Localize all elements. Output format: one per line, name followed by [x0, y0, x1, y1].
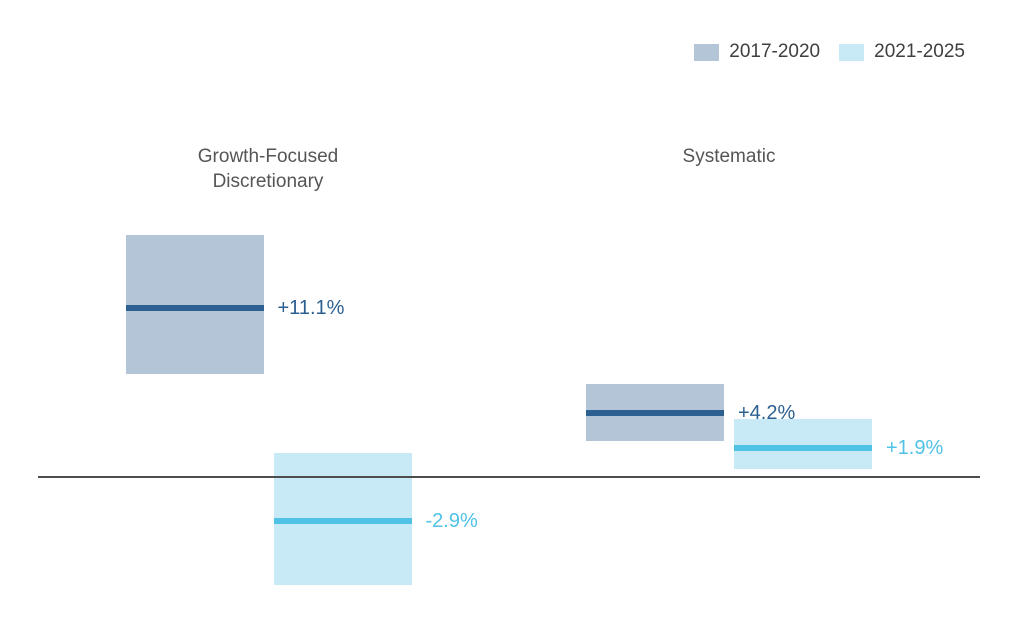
- mean-line-2021-2025-growth-focused-discretionary: [273, 518, 412, 525]
- value-label-2017-2020-growth-focused-discretionary: +11.1%: [277, 297, 345, 320]
- range-bar-2021-2025-systematic: [734, 419, 872, 470]
- legend: 2017-2020 2021-2025: [694, 41, 965, 63]
- zero-baseline-axis: [38, 476, 980, 478]
- category-label-systematic: Systematic: [682, 146, 776, 167]
- mean-line-2017-2020-growth-focused-discretionary: [125, 305, 264, 312]
- value-label-2021-2025-systematic: +1.9%: [886, 437, 944, 460]
- legend-item-2021-2025: 2021-2025: [839, 41, 965, 63]
- mean-line-2021-2025-systematic: [734, 445, 872, 452]
- value-label-2021-2025-growth-focused-discretionary: -2.9%: [425, 510, 478, 533]
- legend-item-2017-2020: 2017-2020: [694, 41, 820, 63]
- category-label-growth-focused-discretionary: Growth-Focused Discretionary: [197, 146, 339, 192]
- legend-label: 2021-2025: [874, 41, 965, 62]
- range-bar-2017-2020-systematic: [586, 384, 724, 441]
- legend-swatch-2017-2020: [694, 43, 720, 61]
- value-label-2017-2020-systematic: +4.2%: [738, 402, 796, 425]
- legend-swatch-2021-2025: [839, 43, 865, 61]
- legend-label: 2017-2020: [729, 41, 821, 62]
- range-bar-2017-2020-growth-focused-discretionary: [125, 235, 264, 374]
- mean-line-2017-2020-systematic: [586, 410, 724, 417]
- range-bar-2021-2025-growth-focused-discretionary: [273, 452, 412, 585]
